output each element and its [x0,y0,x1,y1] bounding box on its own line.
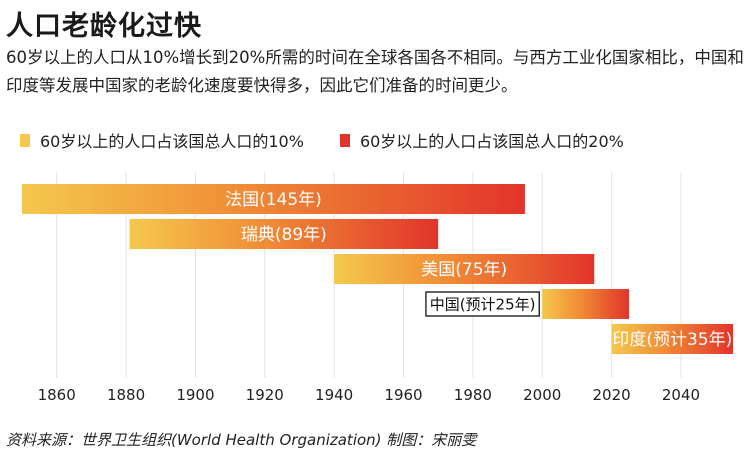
bar-label: 中国(预计25年) [430,296,536,314]
bar-label: 瑞典(89年) [241,225,327,245]
legend-swatch-end [339,133,350,147]
x-tick-label: 2020 [593,386,631,404]
legend-item-end: 60岁以上的人口占该国总人口的20% [339,128,624,152]
x-tick-label: 1960 [384,386,422,404]
bar [334,254,595,284]
x-tick-label: 1860 [38,386,76,404]
bar [129,219,439,249]
x-tick-label: 1920 [246,386,284,404]
x-tick-label: 1880 [107,386,145,404]
x-tick-label: 1900 [176,386,214,404]
legend-item-start: 60岁以上的人口占该国总人口的10% [20,128,304,152]
legend: 60岁以上的人口占该国总人口的10% 60岁以上的人口占该国总人口的20% [20,128,660,152]
bar-label: 美国(75年) [421,260,507,280]
source-note: 资料来源：世界卫生组织(World Health Organization) 制… [6,431,477,449]
legend-label-start: 60岁以上的人口占该国总人口的10% [40,132,304,151]
bar [611,324,733,354]
bar [22,184,525,214]
x-tick-label: 2000 [523,386,561,404]
bar-label-box [425,291,540,317]
chart-title: 人口老龄化过快 [6,11,202,42]
x-tick-label: 2040 [662,386,700,404]
x-tick-label: 1940 [315,386,353,404]
bar [542,289,629,319]
chart-subtitle: 60岁以上的人口从10%增长到20%所需的时间在全球各国各不相同。与西方工业化国… [6,48,744,95]
bar-label: 印度(预计35年) [612,330,732,350]
bar-label: 法国(145年) [225,190,322,210]
legend-label-end: 60岁以上的人口占该国总人口的20% [359,132,624,151]
legend-swatch-start [20,133,30,147]
x-tick-label: 1980 [454,386,492,404]
